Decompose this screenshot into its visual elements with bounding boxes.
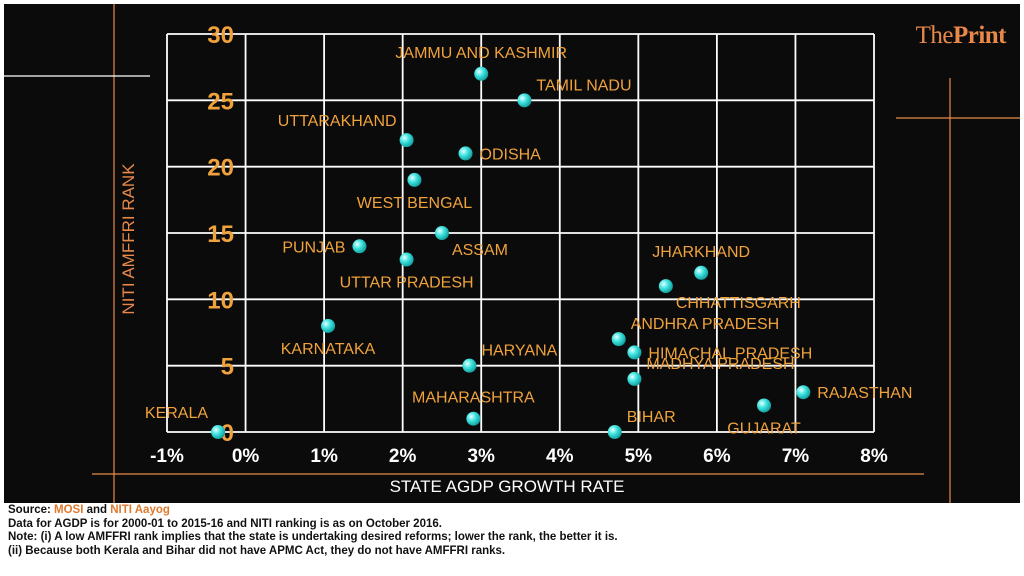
y-tick-label: 15 [207,221,234,248]
data-point [517,93,532,108]
point-label: JHARKHAND [652,244,750,261]
grid-lines [166,33,875,433]
data-point [211,425,226,439]
point-label: HARYANA [481,343,557,360]
y-tick-label: 0 [221,420,234,447]
point-label: WEST BENGAL [357,195,472,212]
y-tick-label: 10 [207,287,234,314]
x-tick-label: -1% [150,446,184,467]
point-label: CHHATTISGARH [676,295,801,312]
data-point [458,146,473,161]
y-tick-labels: 0 5 10 15 20 25 30 [207,22,234,447]
data-point [607,425,622,439]
x-tick-label: 0% [232,446,260,467]
data-point [757,398,772,413]
x-tick-label: 7% [782,446,810,467]
x-tick-label: 6% [703,446,731,467]
point-label: KERALA [145,405,208,422]
point-label: KARNATAKA [281,341,376,358]
x-tick-label: 4% [546,446,574,467]
point-label: MAHARASHTRA [412,390,535,407]
point-label: ANDHRA PRADESH [631,316,779,333]
data-point [694,265,709,280]
data-points [211,66,811,439]
data-point [474,66,489,81]
x-axis-title: STATE AGDP GROWTH RATE [390,477,625,496]
data-point [627,345,642,360]
point-label: UTTAR PRADESH [340,275,474,292]
point-label: HIMACHAL PRADESH [648,345,812,362]
data-point [462,358,477,373]
x-tick-labels: -1% 0% 1% 2% 3% 4% 5% 6% 7% 8% [150,446,888,467]
x-tick-label: 1% [310,446,338,467]
source-line: Source: MOSI and NITI Aayog [8,504,170,516]
x-tick-label: 3% [467,446,495,467]
point-label: PUNJAB [282,239,345,256]
data-point [407,172,422,187]
rank-note: Note: (i) A low AMFFRI rank implies that… [8,531,618,543]
data-point [466,411,481,426]
point-label: MADHYA PRADESH [646,356,794,373]
y-tick-label: 20 [207,155,234,182]
y-axis-title: NITI AMFFRI RANK [119,163,138,315]
point-labels: JAMMU AND KASHMIR TAMIL NADU UTTARAKHAND OD… [145,45,913,438]
footer-notes: Source: MOSI and NITI Aayog Data for AGD… [8,504,1018,558]
data-point [611,332,626,347]
data-point [352,239,367,254]
data-point [434,226,449,240]
data-point [399,252,414,267]
scatter-chart: -1% 0% 1% 2% 3% 4% 5% 6% 7% 8% 0 5 10 15 20 25 30 JAMMU… [4,4,1020,503]
point-label: JAMMU AND KASHMIR [395,45,567,62]
x-tick-label: 8% [860,446,888,467]
point-label: ASSAM [452,242,508,259]
point-label: ODISHA [480,146,542,163]
data-point [658,279,673,294]
y-tick-label: 5 [221,354,234,381]
data-point [321,318,336,333]
point-label: BIHAR [627,409,676,426]
point-label: RAJASTHAN [817,385,912,402]
chart-panel: -1% 0% 1% 2% 3% 4% 5% 6% 7% 8% 0 5 10 15 20 25 30 JAMMU… [4,4,1020,503]
point-label: TAMIL NADU [536,77,631,94]
point-label: UTTARAKHAND [278,113,397,130]
data-point [399,133,414,148]
x-tick-label: 2% [389,446,417,467]
y-tick-label: 25 [207,88,234,115]
data-point [627,371,642,386]
x-tick-label: 5% [625,446,653,467]
data-note: Data for AGDP is for 2000-01 to 2015-16 … [8,517,442,530]
apmc-note: (ii) Because both Kerala and Bihar did n… [8,544,506,557]
point-label: GUJARAT [727,420,801,437]
brand-logo: ThePrint [915,22,1007,49]
data-point [796,385,811,400]
y-tick-label: 30 [207,22,234,49]
